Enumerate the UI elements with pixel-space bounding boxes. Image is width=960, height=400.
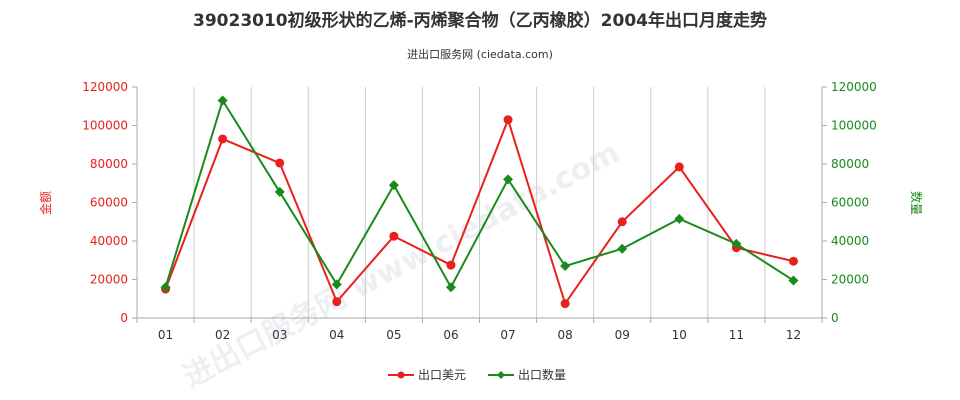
- series-2-point: [788, 275, 799, 286]
- series-1-point: [332, 297, 342, 307]
- series-2-point: [617, 243, 628, 254]
- watermark: 进出口服务网 www.ciedata.com: [177, 135, 625, 395]
- right-axis-title: 数量: [909, 191, 924, 215]
- chart-title: 39023010初级形状的乙烯-丙烯聚合物（乙丙橡胶）2004年出口月度走势: [193, 10, 767, 31]
- right-tick-label: 20000: [831, 273, 869, 287]
- x-tick-label: 03: [272, 328, 287, 342]
- series-1-point: [617, 217, 627, 227]
- series-2-point: [445, 282, 456, 293]
- x-tick-label: 09: [615, 328, 630, 342]
- vertical-grid: [193, 87, 766, 318]
- series-2-point: [674, 213, 685, 224]
- x-tick-label: 08: [557, 328, 572, 342]
- series-2-point: [731, 238, 742, 249]
- series-1-point: [446, 260, 456, 270]
- x-tick-label: 04: [329, 328, 344, 342]
- left-tick-label: 40000: [90, 234, 128, 248]
- series-2-point: [160, 282, 171, 293]
- series-2-point: [331, 279, 342, 290]
- x-tick-label: 01: [158, 328, 173, 342]
- right-tick-label: 0: [831, 311, 839, 325]
- left-tick-label: 60000: [90, 196, 128, 210]
- series-2-point: [274, 186, 285, 197]
- legend-marker-1: [397, 371, 405, 379]
- series-2-point: [217, 95, 228, 106]
- series-1-point: [503, 115, 513, 125]
- series-line-2: [164, 98, 794, 290]
- right-tick-label: 60000: [831, 196, 869, 210]
- x-tick-label: 10: [672, 328, 687, 342]
- left-tick-label: 80000: [90, 157, 128, 171]
- x-tick-label: 05: [386, 328, 401, 342]
- left-tick-label: 100000: [82, 119, 128, 133]
- right-tick-label: 40000: [831, 234, 869, 248]
- x-tick-label: 07: [500, 328, 515, 342]
- right-tick-label: 80000: [831, 157, 869, 171]
- right-tick-label: 100000: [831, 119, 877, 133]
- left-tick-label: 0: [120, 311, 128, 325]
- x-tick-label: 06: [443, 328, 458, 342]
- series-2-point: [388, 180, 399, 191]
- series-2-point: [560, 261, 571, 272]
- legend-marker-2: [497, 371, 505, 379]
- series-line-1: [164, 116, 794, 306]
- left-tick-label: 120000: [82, 80, 128, 94]
- x-tick-label: 02: [215, 328, 230, 342]
- series-1-point: [674, 162, 684, 172]
- series-1-point: [560, 299, 570, 309]
- chart-subtitle: 进出口服务网 (ciedata.com): [407, 47, 553, 61]
- legend-label-2: 出口数量: [518, 367, 566, 382]
- left-axis-title: 金额: [38, 191, 53, 215]
- series-layer: [160, 95, 799, 309]
- legend: 出口美元 出口数量: [388, 367, 566, 382]
- left-tick-label: 20000: [90, 273, 128, 287]
- series-1-point: [275, 158, 285, 168]
- legend-label-1: 出口美元: [418, 368, 466, 382]
- series-1-point: [788, 256, 798, 266]
- x-tick-label: 12: [786, 328, 801, 342]
- series-1-point: [218, 134, 228, 144]
- right-tick-label: 120000: [831, 80, 877, 94]
- x-tick-label: 11: [729, 328, 744, 342]
- series-2-point: [503, 174, 514, 185]
- axes: 0 20000 40000 60000 80000 100000 120000 0 20000 4…: [82, 80, 877, 342]
- series-1-point: [389, 231, 399, 241]
